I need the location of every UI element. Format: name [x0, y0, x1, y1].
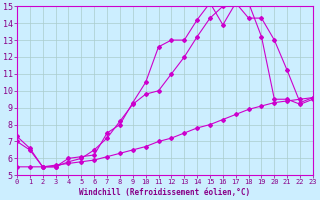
X-axis label: Windchill (Refroidissement éolien,°C): Windchill (Refroidissement éolien,°C): [79, 188, 251, 197]
